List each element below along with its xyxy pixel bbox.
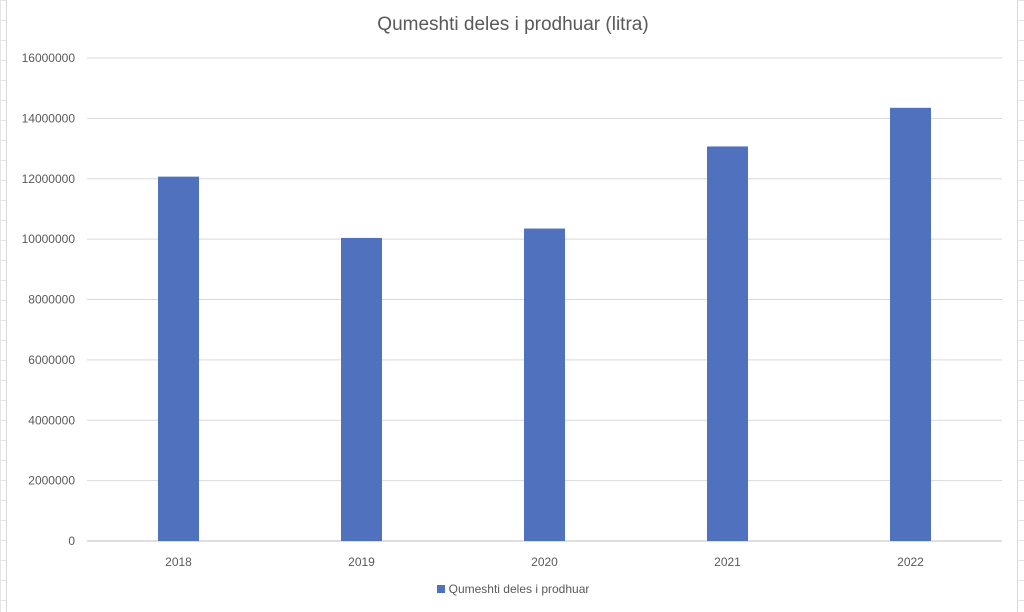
y-tick-label: 8000000 xyxy=(28,293,75,307)
bar-chart-plot: 0 2000000 4000000 6000000 8000000 10000000 120… xyxy=(22,51,1002,569)
bar-2022[interactable] xyxy=(890,107,931,541)
y-tick-label: 14000000 xyxy=(22,111,76,125)
legend-label: Qumeshti deles i prodhuar xyxy=(448,582,590,596)
bar-2019[interactable] xyxy=(341,237,382,542)
x-tick-label: 2020 xyxy=(531,555,558,569)
x-tick-label: 2021 xyxy=(714,555,741,569)
bar-2018[interactable] xyxy=(158,176,199,541)
y-tick-label: 4000000 xyxy=(28,413,75,427)
y-tick-label: 10000000 xyxy=(22,232,76,246)
x-axis-ticks: 2018 2019 2020 2021 2022 xyxy=(165,555,924,569)
x-tick-label: 2019 xyxy=(348,555,375,569)
bars xyxy=(158,107,931,542)
y-tick-label: 16000000 xyxy=(22,51,76,65)
y-tick-label: 2000000 xyxy=(28,474,75,488)
x-tick-label: 2018 xyxy=(165,555,192,569)
legend-swatch xyxy=(436,585,445,593)
chart-area[interactable]: Qumeshti deles i prodhuar (litra) 0 20000… xyxy=(6,0,1018,612)
y-tick-label: 0 xyxy=(68,534,75,548)
y-axis-ticks: 0 2000000 4000000 6000000 8000000 10000000 120… xyxy=(22,51,76,548)
bar-2020[interactable] xyxy=(524,228,565,541)
y-tick-label: 6000000 xyxy=(28,353,75,367)
chart-title: Qumeshti deles i prodhuar (litra) xyxy=(377,14,649,35)
y-tick-label: 12000000 xyxy=(22,172,76,186)
legend: Qumeshti deles i prodhuar xyxy=(7,582,1019,596)
x-tick-label: 2022 xyxy=(897,555,924,569)
bar-2021[interactable] xyxy=(707,146,748,541)
